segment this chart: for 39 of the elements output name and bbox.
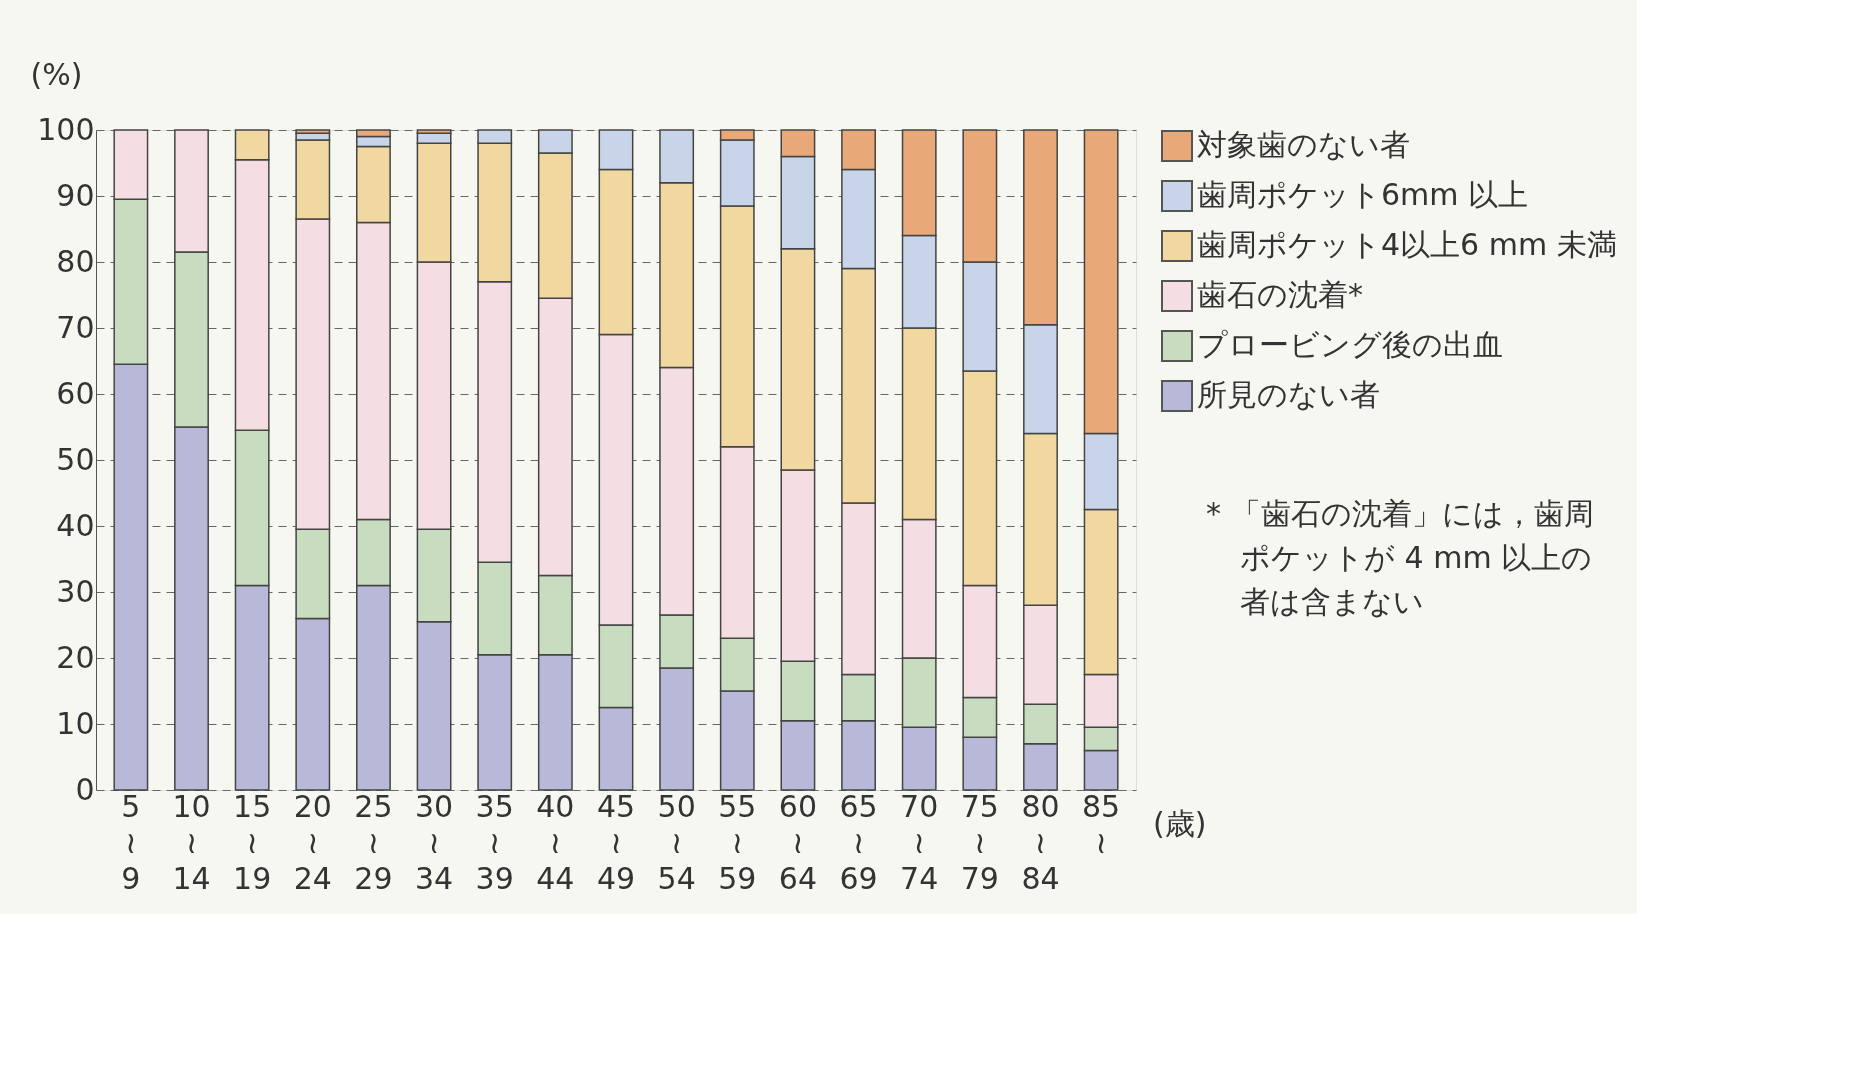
legend-label: プロービング後の出血 xyxy=(1197,327,1503,362)
y-tick-label: 100 xyxy=(37,111,95,147)
text: * 「歯石の沈着」には，歯周 xyxy=(1206,496,1594,531)
y-tick-label: 10 xyxy=(56,705,95,741)
x-tick-label: 5 ≀ 9 xyxy=(121,788,141,896)
y-tick-label: 0 xyxy=(75,771,95,807)
legend-label: 対象歯のない者 xyxy=(1197,127,1410,162)
y-tick-label: 20 xyxy=(56,639,95,675)
legend-label: 歯周ポケット6mm 以上 xyxy=(1197,177,1529,212)
x-tick-label: 15 ≀ 19 xyxy=(233,788,272,896)
legend-label: 所見のない者 xyxy=(1197,377,1380,412)
x-tick-label: 75 ≀ 79 xyxy=(960,788,999,896)
x-tick-label: 25 ≀ 29 xyxy=(354,788,393,896)
y-axis-title: (%) xyxy=(30,56,83,92)
legend-label: 歯周ポケット4以上6 mm 未満 xyxy=(1197,227,1617,262)
x-tick-label: 45 ≀ 49 xyxy=(596,788,636,896)
x-tick-label: 85 ≀ xyxy=(1082,788,1121,860)
text: ポケットが 4 mm 以上の xyxy=(1240,540,1593,575)
y-tick-label: 60 xyxy=(56,375,95,411)
y-tick-label: 80 xyxy=(56,243,95,279)
x-tick-label: 60 ≀ 64 xyxy=(778,788,818,896)
y-tick-label: 40 xyxy=(56,507,95,543)
x-tick-label: 65 ≀ 69 xyxy=(839,788,878,896)
x-tick-label: 55 ≀ 59 xyxy=(718,788,757,896)
y-tick-label: 50 xyxy=(56,441,95,477)
x-tick-label: 10 ≀ 14 xyxy=(172,788,211,896)
y-tick-label: 70 xyxy=(56,309,95,345)
y-tick-label: 30 xyxy=(56,573,95,609)
x-axis-title: (歳) xyxy=(1153,805,1207,841)
x-tick-label: 35 ≀ 39 xyxy=(475,788,514,896)
text: 者は含まない xyxy=(1240,584,1424,619)
x-tick-label: 70 ≀ 74 xyxy=(900,788,939,896)
x-tick-label: 30 ≀ 34 xyxy=(414,788,454,896)
x-tick-label: 40 ≀ 44 xyxy=(536,788,575,896)
legend-label: 歯石の沈着* xyxy=(1197,277,1363,312)
y-tick-label: 90 xyxy=(56,177,95,213)
x-tick-label: 80 ≀ 84 xyxy=(1021,788,1060,896)
x-tick-label: 50 ≀ 54 xyxy=(657,788,696,896)
x-tick-label: 20 ≀ 24 xyxy=(293,788,332,896)
